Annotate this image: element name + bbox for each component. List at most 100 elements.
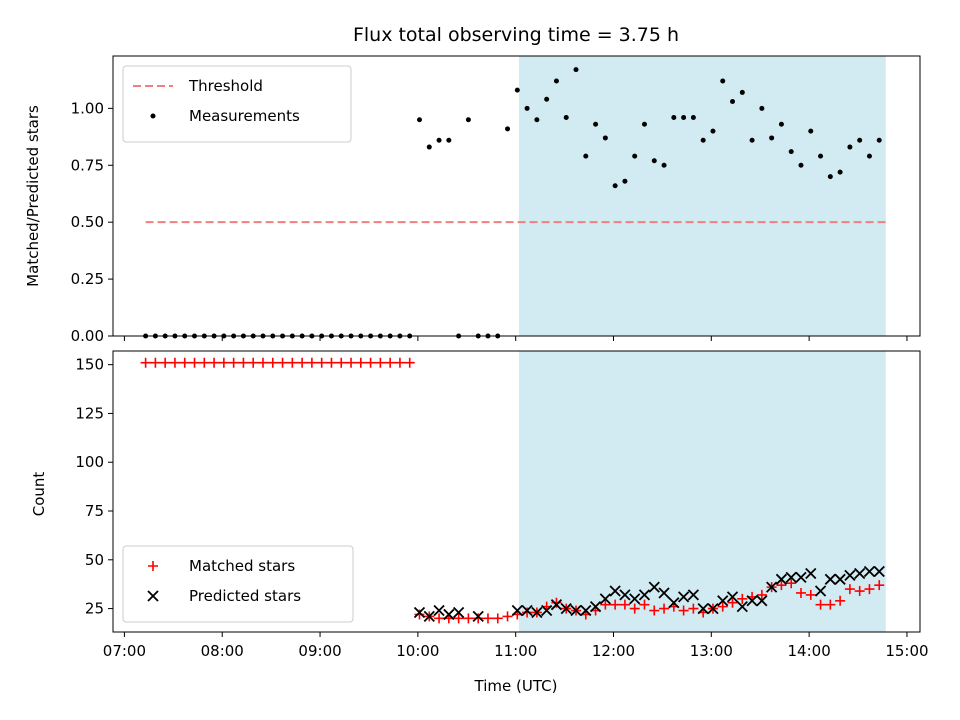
data-point [346, 357, 357, 368]
data-point [619, 599, 630, 610]
data-point [306, 357, 317, 368]
data-point [677, 591, 690, 603]
top-y-axis-title: Matched/Predicted stars [24, 105, 42, 287]
data-point [814, 585, 827, 597]
data-point [638, 589, 651, 601]
data-point [589, 600, 602, 613]
data-point [514, 87, 520, 93]
data-point [788, 149, 794, 155]
data-point [248, 357, 259, 368]
data-point [756, 589, 767, 600]
data-point [648, 581, 660, 593]
data-point [522, 607, 533, 618]
data-point [678, 605, 689, 616]
data-point [864, 584, 875, 595]
data-point [661, 162, 667, 168]
data-point [521, 604, 533, 617]
data-point [465, 117, 471, 123]
y-tick-label: 0.50 [71, 213, 104, 231]
observing-window-span [518, 351, 886, 632]
data-point [560, 602, 572, 615]
data-point [717, 601, 728, 612]
y-tick-label: 150 [75, 356, 104, 374]
data-point [825, 599, 836, 610]
data-point [854, 567, 866, 580]
y-tick-label: 50 [85, 551, 104, 569]
bottom-legend: Matched stars Predicted stars [122, 545, 354, 623]
data-point [854, 586, 865, 597]
data-point [730, 99, 736, 105]
x-tick-label: 10:00 [396, 642, 439, 660]
data-point [492, 613, 503, 624]
data-point [602, 135, 608, 141]
data-point [580, 604, 592, 617]
data-point [563, 114, 569, 120]
data-point [622, 178, 628, 184]
y-tick-label: 1.00 [71, 99, 104, 117]
data-point [267, 357, 278, 368]
bottom-panel: 25 50 75 100 125 150 07:00 08:00 09:00 10:00 11:00… [75, 350, 929, 660]
data-point [355, 357, 366, 368]
data-point [228, 357, 239, 368]
data-point [209, 357, 220, 368]
data-point [717, 595, 729, 607]
data-point [808, 128, 814, 134]
data-point [534, 117, 540, 123]
data-point [749, 137, 755, 143]
data-point [632, 153, 638, 159]
data-point [737, 593, 748, 604]
data-point [736, 600, 748, 613]
legend-label: Threshold [188, 77, 263, 95]
data-point [140, 357, 151, 368]
legend-dot-swatch [150, 113, 156, 119]
data-point [599, 593, 611, 605]
legend-x-swatch [147, 590, 159, 602]
data-point [375, 357, 386, 368]
data-point [316, 357, 327, 368]
data-point [472, 610, 484, 623]
observing-window-span [518, 56, 886, 336]
legend-label: Matched stars [189, 557, 295, 575]
data-point [827, 174, 833, 180]
y-tick-label: 0.25 [71, 270, 104, 288]
data-point [873, 565, 885, 578]
data-point [863, 565, 876, 578]
data-point [798, 162, 804, 168]
data-point [612, 183, 618, 189]
data-point [720, 78, 726, 84]
legend-frame [122, 545, 354, 623]
legend-plus-swatch [148, 561, 158, 571]
data-point [688, 603, 699, 614]
data-point [837, 169, 843, 175]
data-point [189, 357, 200, 368]
data-point [482, 613, 493, 624]
y-tick-label: 75 [85, 502, 104, 520]
data-point [436, 137, 442, 143]
data-point [238, 357, 249, 368]
data-point [844, 569, 856, 582]
data-point [600, 599, 611, 610]
data-point [649, 605, 660, 616]
data-point [287, 357, 298, 368]
data-point [795, 587, 806, 598]
data-point [776, 580, 787, 591]
data-point [426, 144, 432, 150]
y-tick-label: 125 [75, 404, 104, 422]
data-point [423, 610, 435, 623]
data-point [759, 105, 765, 111]
legend-label: Measurements [189, 107, 300, 125]
y-tick-label: 0.75 [71, 156, 104, 174]
data-point [641, 121, 647, 127]
data-point [805, 589, 816, 600]
data-point [326, 357, 337, 368]
data-point [502, 611, 513, 622]
data-point [778, 121, 784, 127]
data-point [524, 105, 530, 111]
x-tick-label: 09:00 [298, 642, 341, 660]
y-tick-label: 25 [85, 600, 104, 618]
data-point [835, 595, 846, 606]
data-point [297, 357, 308, 368]
data-point [365, 357, 376, 368]
data-point [544, 96, 550, 102]
